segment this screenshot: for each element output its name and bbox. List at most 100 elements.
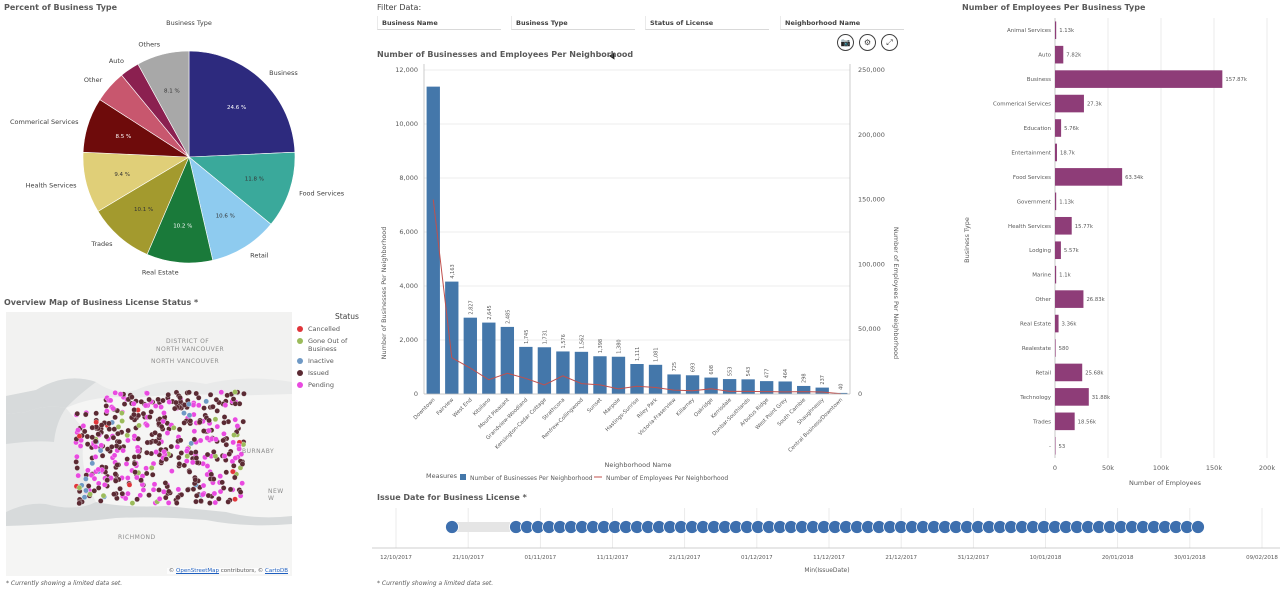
neighborhood-bar[interactable]	[667, 374, 681, 394]
license-location-dot[interactable]	[186, 389, 192, 396]
license-location-dot[interactable]	[214, 408, 220, 414]
license-location-dot[interactable]	[193, 492, 200, 499]
license-location-dot[interactable]	[121, 401, 128, 407]
license-location-dot[interactable]	[224, 392, 230, 399]
license-location-dot[interactable]	[84, 433, 91, 440]
license-location-dot[interactable]	[156, 487, 162, 493]
license-location-dot[interactable]	[87, 491, 93, 497]
license-location-dot[interactable]	[161, 489, 167, 495]
license-location-dot[interactable]	[211, 449, 217, 455]
license-location-dot[interactable]	[186, 412, 193, 419]
license-location-dot[interactable]	[164, 430, 171, 436]
license-location-dot[interactable]	[119, 418, 125, 424]
license-location-dot[interactable]	[92, 438, 99, 445]
license-location-dot[interactable]	[91, 475, 98, 482]
license-location-dot[interactable]	[155, 396, 161, 403]
license-location-dot[interactable]	[205, 492, 212, 499]
license-location-dot[interactable]	[218, 389, 225, 395]
license-location-dot[interactable]	[142, 402, 149, 409]
license-location-dot[interactable]	[156, 432, 163, 439]
license-location-dot[interactable]	[97, 447, 104, 454]
license-location-dot[interactable]	[193, 390, 199, 397]
license-location-dot[interactable]	[85, 467, 91, 474]
license-location-dot[interactable]	[104, 408, 110, 414]
license-location-dot[interactable]	[153, 438, 159, 445]
license-location-dot[interactable]	[144, 449, 150, 456]
license-location-dot[interactable]	[230, 468, 236, 475]
neighborhood-bar[interactable]	[611, 356, 626, 394]
legend-businesses-label[interactable]: Number of Businesses Per Neighborhood	[470, 475, 593, 482]
license-location-dot[interactable]	[177, 394, 183, 401]
license-location-dot[interactable]	[161, 448, 167, 455]
license-location-dot[interactable]	[217, 488, 224, 495]
license-location-dot[interactable]	[129, 394, 135, 400]
license-location-dot[interactable]	[175, 494, 181, 501]
license-location-dot[interactable]	[196, 402, 202, 409]
business-type-bar[interactable]	[1055, 290, 1084, 308]
license-location-dot[interactable]	[98, 498, 104, 504]
license-location-dot[interactable]	[204, 435, 211, 441]
license-location-dot[interactable]	[131, 460, 138, 467]
license-location-dot[interactable]	[146, 492, 152, 498]
license-location-dot[interactable]	[201, 428, 207, 434]
business-type-bar[interactable]	[1055, 339, 1056, 357]
status-of-license-filter[interactable]: Status of License	[645, 16, 769, 30]
neighborhood-bar[interactable]	[445, 281, 459, 394]
license-location-dot[interactable]	[144, 390, 150, 397]
business-type-bar[interactable]	[1055, 70, 1223, 88]
neighborhood-bar[interactable]	[500, 326, 515, 394]
license-location-dot[interactable]	[143, 470, 150, 477]
openstreetmap-link[interactable]: OpenStreetMap	[176, 568, 220, 574]
license-location-dot[interactable]	[124, 456, 130, 462]
license-location-dot[interactable]	[163, 494, 169, 501]
license-location-dot[interactable]	[74, 410, 80, 417]
map-canvas[interactable]	[6, 312, 292, 576]
license-location-dot[interactable]	[161, 410, 167, 416]
license-location-dot[interactable]	[160, 418, 166, 425]
license-location-dot[interactable]	[122, 495, 129, 502]
employees-line[interactable]	[432, 199, 841, 395]
license-location-dot[interactable]	[83, 476, 89, 482]
license-location-dot[interactable]	[152, 430, 158, 436]
license-location-dot[interactable]	[134, 496, 140, 502]
license-location-dot[interactable]	[111, 452, 118, 459]
neighborhood-bar[interactable]	[556, 351, 570, 394]
license-location-dot[interactable]	[173, 399, 179, 406]
license-location-dot[interactable]	[231, 463, 237, 469]
license-location-dot[interactable]	[75, 427, 81, 433]
neighborhood-bar[interactable]	[741, 379, 755, 394]
license-location-dot[interactable]	[152, 403, 159, 409]
business-type-bar[interactable]	[1055, 119, 1062, 137]
neighborhood-bar[interactable]	[759, 381, 774, 394]
license-location-dot[interactable]	[132, 469, 138, 475]
license-location-dot[interactable]	[89, 460, 96, 467]
business-name-filter[interactable]: Business Name	[377, 16, 501, 30]
timeline-range-bar[interactable]	[450, 522, 510, 532]
license-location-dot[interactable]	[230, 439, 236, 446]
license-location-dot[interactable]	[84, 441, 91, 447]
license-location-dot[interactable]	[223, 441, 230, 448]
license-location-dot[interactable]	[125, 437, 131, 444]
license-location-dot[interactable]	[76, 433, 83, 439]
license-location-dot[interactable]	[192, 476, 199, 483]
license-location-dot[interactable]	[175, 486, 182, 493]
license-location-dot[interactable]	[185, 487, 191, 493]
license-location-dot[interactable]	[131, 411, 137, 418]
license-location-dot[interactable]	[158, 423, 165, 430]
license-location-dot[interactable]	[82, 411, 89, 418]
license-location-dot[interactable]	[219, 479, 225, 486]
license-location-dot[interactable]	[75, 472, 81, 479]
license-location-dot[interactable]	[110, 405, 116, 412]
license-location-dot[interactable]	[237, 489, 244, 495]
cartodb-link[interactable]: CartoDB	[264, 568, 288, 574]
snapshot-icon[interactable]: 📷	[837, 34, 854, 51]
license-location-dot[interactable]	[184, 453, 190, 459]
license-location-dot[interactable]	[204, 451, 211, 458]
license-location-dot[interactable]	[124, 432, 131, 439]
license-location-dot[interactable]	[148, 465, 155, 471]
license-location-dot[interactable]	[206, 417, 212, 424]
license-location-dot[interactable]	[74, 465, 80, 471]
license-location-dot[interactable]	[204, 463, 211, 469]
issue-date-timeline[interactable]: 12/10/2017 21/10/2017 01/11/2017 11/11/2017…	[372, 504, 1280, 576]
license-location-dot[interactable]	[156, 496, 163, 502]
